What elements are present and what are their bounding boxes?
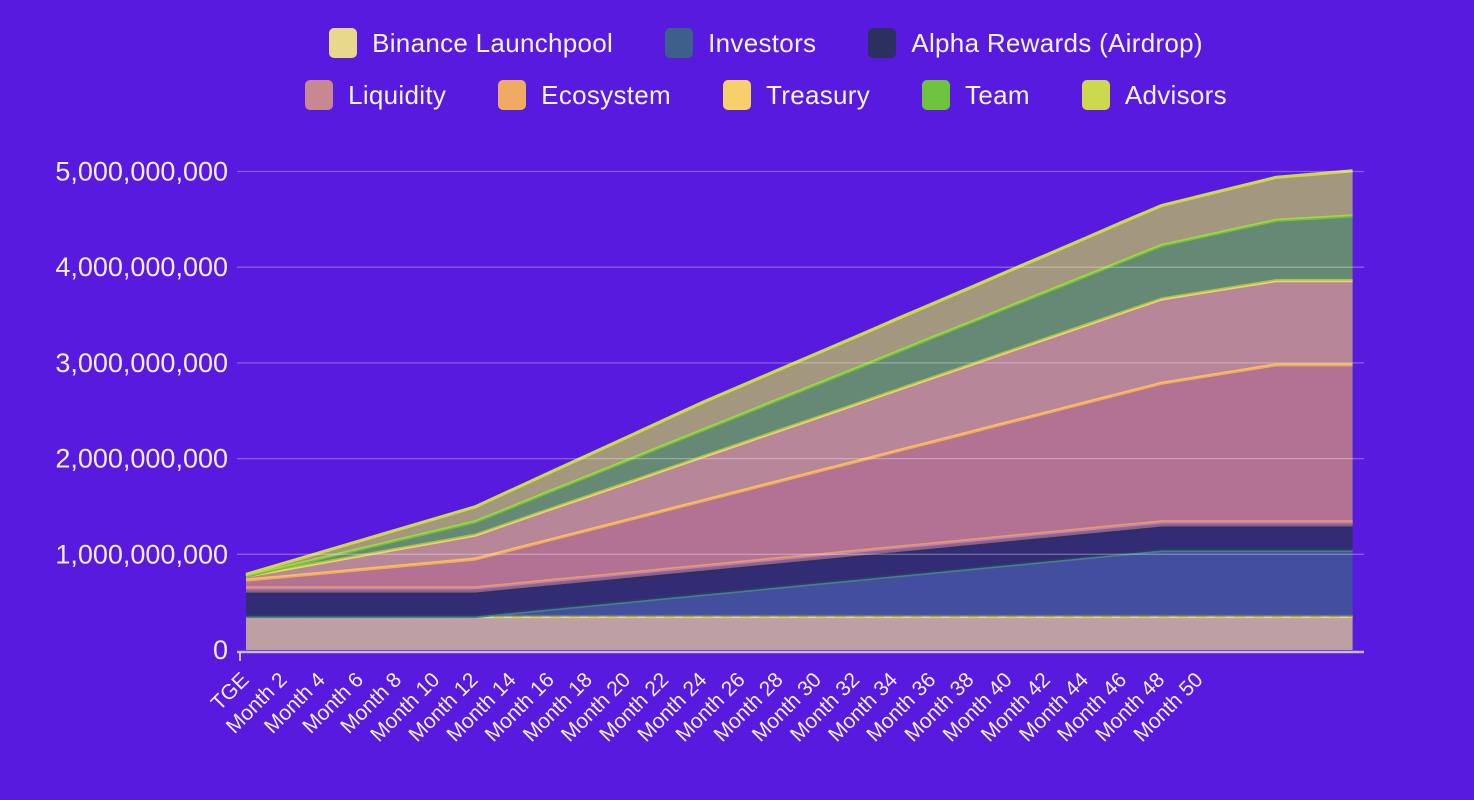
legend-item-team[interactable]: Team [922,80,1030,110]
legend-swatch-treasury-icon [723,80,752,110]
legend-label: Team [965,80,1030,110]
legend-swatch-binance-launchpool-icon [329,28,358,58]
legend-label: Alpha Rewards (Airdrop) [911,28,1203,58]
legend-label: Ecosystem [541,80,672,110]
y-axis-label: 1,000,000,000 [55,539,228,569]
y-axis-label: 5,000,000,000 [55,157,228,187]
legend-swatch-team-icon [922,80,951,110]
chart-legend: Binance Launchpool Investors Alpha Rewar… [29,28,1474,110]
legend-swatch-liquidity-icon [305,80,334,110]
area-advisors [246,170,1353,577]
y-axis-label: 0 [213,635,228,665]
legend-label: Liquidity [348,80,447,110]
legend-swatch-investors-icon [665,28,694,58]
area-investors [246,550,1353,617]
legend-item-alpha-rewards-airdrop[interactable]: Alpha Rewards (Airdrop) [868,28,1203,58]
legend-swatch-ecosystem-icon [498,80,527,110]
legend-swatch-advisors-icon [1081,80,1110,110]
area-line-advisors [245,169,1353,576]
legend-row-1: Binance Launchpool Investors Alpha Rewar… [329,28,1203,58]
area-binance-launchpool [246,616,1353,650]
legend-label: Binance Launchpool [372,28,614,58]
legend-label: Investors [708,28,817,58]
legend-item-treasury[interactable]: Treasury [723,80,870,110]
legend-swatch-alpha-rewards-icon [868,28,897,58]
y-axis-label: 2,000,000,000 [55,444,228,474]
area-alpha-rewards-airdrop [246,526,1353,617]
legend-item-liquidity[interactable]: Liquidity [305,80,446,110]
legend-label: Treasury [766,80,871,110]
legend-item-advisors[interactable]: Advisors [1081,80,1227,110]
y-axis-label: 4,000,000,000 [55,252,228,282]
legend-label: Advisors [1124,80,1227,110]
area-treasury [246,280,1353,581]
area-team [246,215,1353,577]
legend-item-ecosystem[interactable]: Ecosystem [498,80,671,110]
legend-row-2: Liquidity Ecosystem Treasury Team Adviso… [305,80,1227,110]
legend-item-binance-launchpool[interactable]: Binance Launchpool [329,28,613,58]
y-axis-label: 3,000,000,000 [55,348,228,378]
legend-item-investors[interactable]: Investors [665,28,816,58]
